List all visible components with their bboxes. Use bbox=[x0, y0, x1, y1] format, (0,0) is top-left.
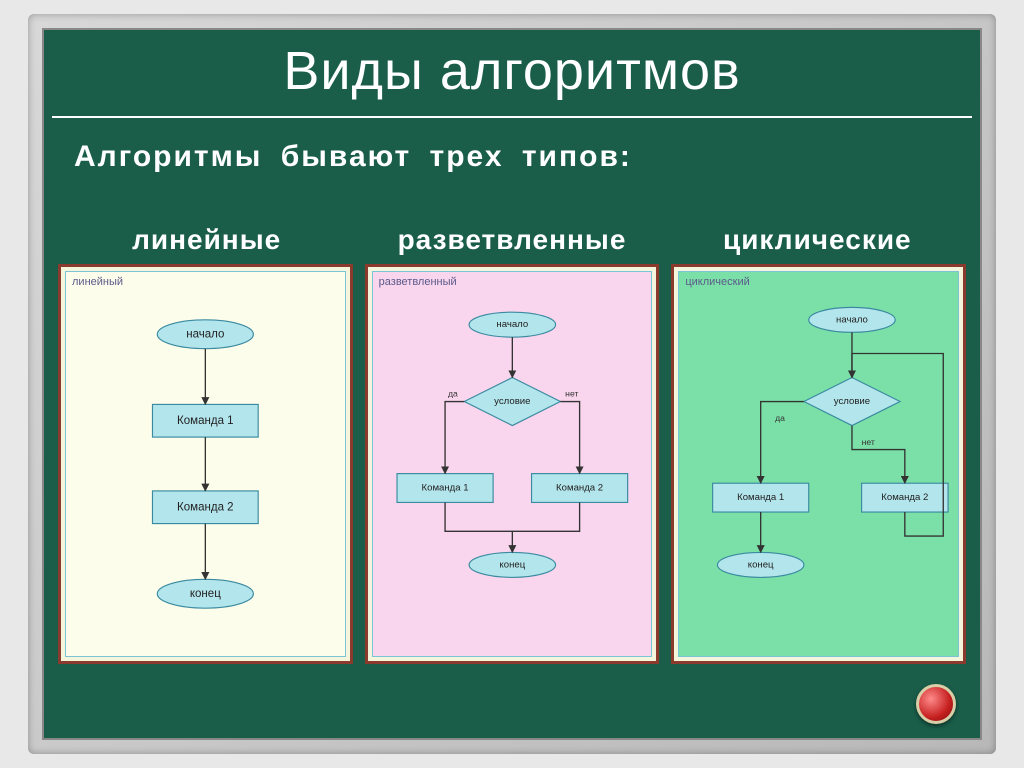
svg-text:условие: условие bbox=[834, 396, 870, 407]
main-title: Виды алгоритмов bbox=[52, 30, 972, 118]
panel-branch: разветвленный начало условие Команда 1 К… bbox=[365, 264, 660, 664]
svg-text:конец: конец bbox=[499, 559, 525, 570]
svg-text:Команда 2: Команда 2 bbox=[882, 492, 929, 503]
inner-panel-branch: разветвленный начало условие Команда 1 К… bbox=[372, 271, 653, 657]
svg-text:Команда 1: Команда 1 bbox=[177, 415, 234, 427]
chalkboard: Виды алгоритмов Алгоритмы бывают трех ти… bbox=[42, 28, 982, 740]
panel-cyclic: циклический начало условие Команда 1 Ком… bbox=[671, 264, 966, 664]
svg-text:да: да bbox=[448, 389, 458, 399]
record-button-icon[interactable] bbox=[916, 684, 956, 724]
svg-text:Команда 1: Команда 1 bbox=[421, 483, 468, 494]
svg-text:да: да bbox=[775, 413, 785, 423]
panels-row: линейный начало Команда 1 Команда 2 коне… bbox=[58, 264, 966, 664]
flowchart-linear: начало Команда 1 Команда 2 конец bbox=[66, 272, 345, 656]
svg-text:конец: конец bbox=[748, 559, 774, 570]
subtitle: Алгоритмы бывают трех типов: bbox=[74, 140, 950, 174]
inner-panel-cyclic: циклический начало условие Команда 1 Ком… bbox=[678, 271, 959, 657]
flowchart-cyclic: начало условие Команда 1 Команда 2 конец… bbox=[679, 272, 958, 656]
flowchart-branch: начало условие Команда 1 Команда 2 конец… bbox=[373, 272, 652, 656]
panel-linear: линейный начало Команда 1 Команда 2 коне… bbox=[58, 264, 353, 664]
svg-text:условие: условие bbox=[494, 396, 530, 407]
svg-text:начало: начало bbox=[836, 314, 868, 325]
whiteboard-frame: Виды алгоритмов Алгоритмы бывают трех ти… bbox=[28, 14, 996, 754]
svg-text:начало: начало bbox=[496, 319, 528, 330]
label-branch: разветвленные bbox=[363, 224, 660, 256]
label-cyclic: циклические bbox=[669, 224, 966, 256]
inner-panel-linear: линейный начало Команда 1 Команда 2 коне… bbox=[65, 271, 346, 657]
svg-text:нет: нет bbox=[862, 437, 875, 447]
svg-text:нет: нет bbox=[565, 389, 578, 399]
type-labels-row: линейные разветвленные циклические bbox=[58, 224, 966, 256]
svg-text:конец: конец bbox=[190, 588, 221, 600]
svg-text:Команда 2: Команда 2 bbox=[177, 501, 234, 513]
svg-text:начало: начало bbox=[186, 328, 224, 340]
svg-text:Команда 2: Команда 2 bbox=[556, 483, 603, 494]
label-linear: линейные bbox=[58, 224, 355, 256]
svg-text:Команда 1: Команда 1 bbox=[737, 492, 784, 503]
